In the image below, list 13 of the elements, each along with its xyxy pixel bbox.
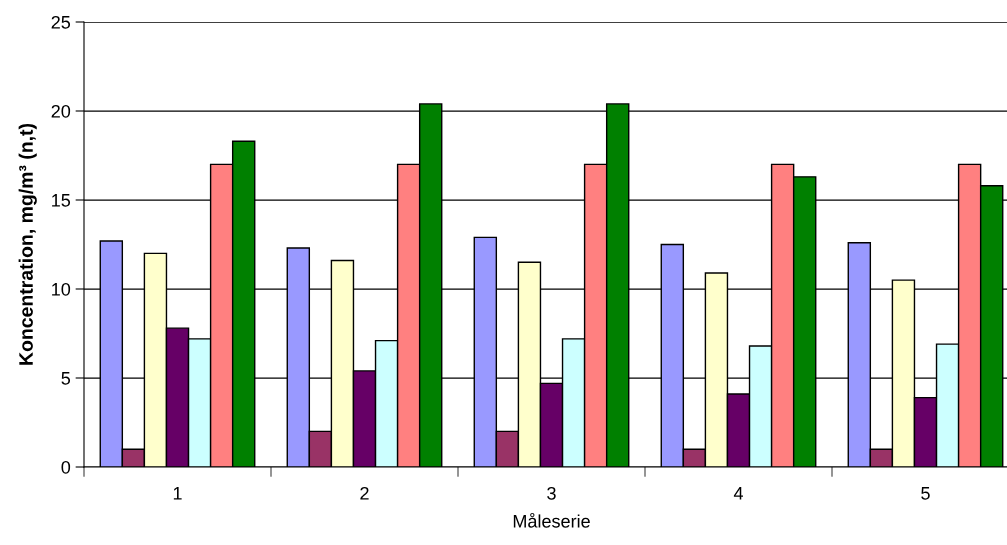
y-tick-label: 0 xyxy=(61,460,71,474)
y-tick-label: 25 xyxy=(51,15,71,29)
y-tick-label: 15 xyxy=(52,194,71,207)
x-tick-label: 3 xyxy=(547,486,556,500)
x-tick-label: 4 xyxy=(733,487,743,500)
y-axis-title: Koncentration, mg/m³ (n,t) xyxy=(18,123,37,365)
x-tick-label: 1 xyxy=(173,487,182,500)
x-axis-title: Måleserie xyxy=(513,512,590,528)
y-tick-label: 5 xyxy=(61,372,71,385)
y-tick-label: 20 xyxy=(51,104,71,118)
y-tick-label: 10 xyxy=(52,282,71,296)
x-tick-label: 5 xyxy=(921,487,930,500)
x-tick-label: 2 xyxy=(360,486,369,500)
